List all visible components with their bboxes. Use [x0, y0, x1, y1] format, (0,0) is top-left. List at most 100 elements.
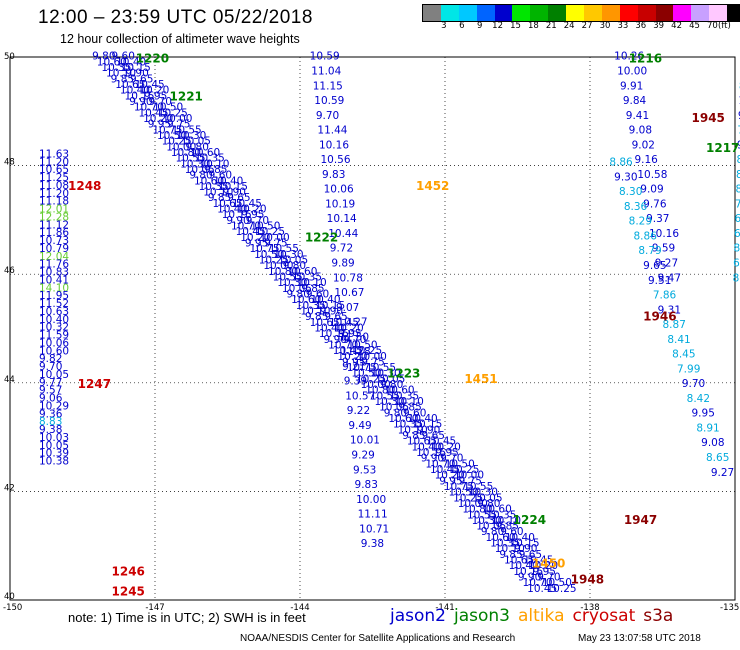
- swh-value: 10.20: [240, 232, 270, 244]
- swh-value: 8.09: [734, 243, 740, 255]
- swh-value: 10.78: [333, 272, 363, 284]
- swh-value: 10.10: [495, 543, 525, 555]
- color-swatch: [530, 5, 549, 21]
- swh-value: 9.85: [208, 192, 231, 204]
- pass-time-label: 1248: [68, 179, 101, 193]
- swh-value: 10.80: [171, 147, 201, 159]
- swh-value: 7.99: [677, 363, 700, 375]
- swh-value: 9.65: [422, 430, 445, 442]
- swh-value: 10.20: [236, 204, 266, 216]
- lat-tick-label: 42: [4, 483, 15, 493]
- color-scale-label: 18: [527, 21, 539, 31]
- swh-value: 8.30: [619, 186, 642, 198]
- swh-value: 9.08: [629, 125, 652, 137]
- swh-value: 9.07: [336, 302, 359, 314]
- swh-value: 10.05: [39, 369, 69, 381]
- swh-value: 8.86: [634, 230, 658, 242]
- swh-value: 10.06: [39, 337, 69, 349]
- swh-value: 9.80: [189, 170, 212, 182]
- swh-value: 10.75: [152, 124, 182, 136]
- swh-value: 9.90: [320, 305, 343, 317]
- map-frame: [9, 56, 736, 601]
- color-swatch: [601, 5, 620, 21]
- swh-value: 10.20: [334, 322, 364, 334]
- swh-value: 9.60: [209, 170, 232, 182]
- credit-line: NOAA/NESDIS Center for Satellite Applica…: [240, 633, 516, 644]
- swh-value: 11.12: [39, 219, 69, 231]
- swh-value: 9.85: [402, 430, 425, 442]
- color-scale-label: 9: [476, 21, 483, 31]
- swh-value: 11.86: [39, 227, 69, 239]
- swh-value: 9.80: [92, 51, 115, 63]
- legend-entry-cryosat: cryosat: [572, 606, 636, 626]
- swh-value: 9.53: [353, 464, 376, 476]
- swh-value: 10.15: [218, 181, 248, 193]
- swh-value: 9.89: [331, 257, 354, 269]
- swh-value: 10.60: [194, 175, 224, 187]
- color-scale-label: 33: [617, 21, 629, 31]
- pass-time-label: 1450: [532, 556, 565, 570]
- lat-tick-label: 50: [4, 52, 15, 62]
- swh-value: 9.95: [692, 408, 715, 420]
- pass-time-label: 1217: [706, 141, 739, 155]
- swh-value: 9.82: [39, 353, 62, 365]
- swh-value: 10.10: [203, 187, 233, 199]
- swh-value: 10.40: [120, 85, 150, 97]
- swh-value: 10.50: [153, 102, 183, 114]
- swh-value: 10.35: [195, 153, 225, 165]
- swh-value: 10.00: [357, 351, 387, 363]
- swh-value: 9.47: [658, 272, 681, 284]
- swh-value: 10.55: [273, 271, 303, 283]
- color-scale-label: 21: [545, 21, 557, 31]
- pass-time-label: 1948: [571, 573, 604, 587]
- swh-value: 10.15: [412, 419, 442, 431]
- swh-value: 10.16: [649, 228, 679, 240]
- swh-value: 8.61: [736, 154, 740, 166]
- swh-value: 10.60: [486, 532, 516, 544]
- lat-tick-label: 40: [4, 592, 15, 602]
- swh-value: 10.40: [314, 322, 344, 334]
- footnote: note: 1) Time is in UTC; 2) SWH is in fe…: [68, 610, 306, 625]
- swh-value: 8.71: [736, 169, 740, 181]
- swh-value: 10.38: [39, 456, 69, 468]
- swh-value: 9.37: [646, 213, 669, 225]
- swh-value: 9.85: [204, 164, 227, 176]
- swh-value: 9.95: [241, 209, 264, 221]
- color-scale-label: 12: [492, 21, 503, 31]
- swh-value: 10.50: [157, 130, 187, 142]
- pass-time-label: 1216: [629, 51, 662, 65]
- swh-value: 9.95: [342, 356, 365, 368]
- swh-value: 9.70: [537, 572, 560, 584]
- swh-value: 10.40: [509, 560, 539, 572]
- swh-value: 9.36: [39, 408, 63, 420]
- color-swatch: [494, 5, 513, 21]
- swh-value: 10.05: [278, 255, 308, 267]
- swh-value: 10.50: [445, 458, 475, 470]
- swh-value: 9.22: [347, 405, 370, 417]
- swh-value: 9.83: [322, 169, 345, 181]
- swh-value: 9.31: [658, 304, 681, 316]
- swh-value: 10.15: [315, 300, 345, 312]
- color-scale-label: 70: [706, 21, 718, 31]
- swh-value: 9.80: [477, 498, 500, 510]
- pass-time-label: 1222: [305, 231, 338, 245]
- color-scale-bar: [422, 4, 740, 22]
- color-scale-labels: 3 6 9 12 15 18 21 24 27 30 33 36 39 42 45 70: [422, 21, 734, 35]
- swh-value: 10.35: [296, 300, 326, 312]
- swh-value: 8.45: [672, 349, 695, 361]
- swh-value: 11.20: [39, 156, 69, 168]
- swh-value: 10.15: [319, 328, 349, 340]
- color-swatch: [655, 5, 674, 21]
- color-swatch: [566, 5, 585, 21]
- swh-value: 9.95: [533, 566, 556, 578]
- swh-value: 9.65: [519, 549, 542, 561]
- swh-value: 10.70: [134, 102, 164, 114]
- swh-value: 10.05: [39, 440, 69, 452]
- pass-time-label: 1220: [136, 51, 169, 65]
- swh-value: 9.90: [421, 453, 444, 465]
- color-swatch: [584, 5, 602, 21]
- swh-value: 10.05: [476, 521, 506, 533]
- swh-value: 10.29: [39, 400, 69, 412]
- swh-value: 9.08: [701, 437, 724, 449]
